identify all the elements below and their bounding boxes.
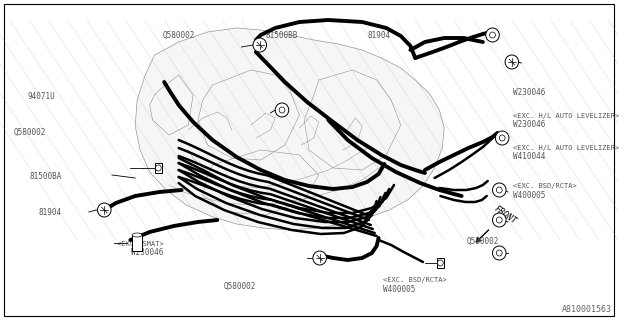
Text: 81500BA: 81500BA	[29, 172, 62, 180]
Text: <EXC. H/L AUTO LEVELIZER>: <EXC. H/L AUTO LEVELIZER>	[513, 145, 620, 151]
Text: W230046: W230046	[131, 248, 164, 257]
Text: W410044: W410044	[513, 152, 545, 161]
Text: A810001563: A810001563	[563, 305, 612, 314]
Circle shape	[497, 250, 502, 256]
Circle shape	[253, 38, 266, 52]
Text: 81904: 81904	[38, 208, 62, 217]
Circle shape	[275, 103, 289, 117]
Text: W400005: W400005	[383, 285, 415, 294]
Bar	[154, 163, 163, 173]
Text: Q580002: Q580002	[224, 282, 257, 291]
Text: 81500BB: 81500BB	[266, 31, 298, 40]
Text: W400005: W400005	[513, 191, 545, 200]
Text: <EXC. SMAT>: <EXC. SMAT>	[117, 241, 164, 247]
Circle shape	[495, 131, 509, 145]
Circle shape	[493, 246, 506, 260]
Text: <EXC. BSD/RCTA>: <EXC. BSD/RCTA>	[513, 183, 577, 189]
Text: Q580002: Q580002	[163, 31, 195, 40]
Circle shape	[97, 203, 111, 217]
Circle shape	[486, 28, 499, 42]
Text: <EXC. BSD/RCTA>: <EXC. BSD/RCTA>	[383, 277, 447, 283]
Text: FRONT: FRONT	[493, 204, 518, 226]
Circle shape	[493, 183, 506, 197]
Text: W230046: W230046	[513, 88, 545, 97]
Circle shape	[499, 135, 505, 141]
Text: <EXC. H/L AUTO LEVELIZER>: <EXC. H/L AUTO LEVELIZER>	[513, 113, 620, 119]
Text: 81904: 81904	[368, 31, 391, 40]
Polygon shape	[135, 28, 444, 230]
Circle shape	[505, 55, 518, 69]
Circle shape	[497, 217, 502, 223]
Ellipse shape	[132, 233, 142, 237]
Circle shape	[313, 251, 326, 265]
Text: Q580002: Q580002	[14, 128, 46, 137]
Text: 94071U: 94071U	[28, 92, 56, 100]
Bar	[436, 258, 444, 268]
Text: W230046: W230046	[513, 120, 545, 129]
Circle shape	[156, 165, 161, 171]
Circle shape	[438, 260, 444, 266]
Circle shape	[279, 107, 285, 113]
Circle shape	[493, 213, 506, 227]
Text: Q580002: Q580002	[467, 237, 499, 246]
Circle shape	[490, 32, 495, 38]
Circle shape	[497, 187, 502, 193]
Bar	[132, 235, 142, 251]
